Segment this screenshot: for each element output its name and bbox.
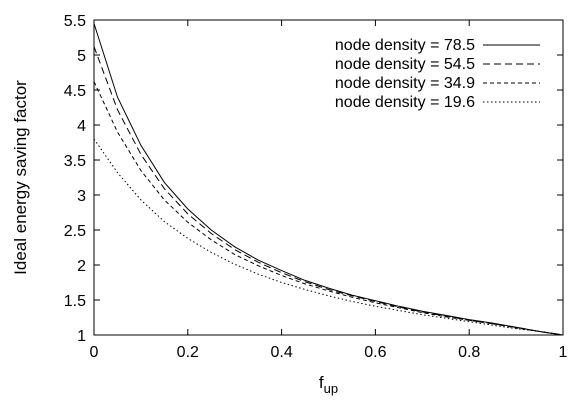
x-tick-label: 0.4 xyxy=(270,344,292,361)
x-axis-label-subscript: up xyxy=(324,381,338,396)
legend-label-4: node density = 19.6 xyxy=(335,94,475,111)
y-tick-label: 3.5 xyxy=(64,153,86,170)
series-line-1 xyxy=(93,23,564,336)
y-axis-ticks: 1 1.5 2 2.5 3 3.5 4 4.5 5 5.5 xyxy=(64,13,563,345)
x-tick-label: 0 xyxy=(90,344,99,361)
x-axis-label: fup xyxy=(319,373,338,396)
x-tick-label: 1 xyxy=(559,344,568,361)
x-tick-label: 0.2 xyxy=(177,344,199,361)
y-tick-label: 5.5 xyxy=(64,13,86,30)
y-tick-label: 2.5 xyxy=(64,223,86,240)
plot-frame xyxy=(93,19,564,336)
x-axis-ticks: 0 0.2 0.4 0.6 0.8 1 xyxy=(90,20,568,361)
y-tick-label: 1 xyxy=(77,328,86,345)
x-tick-label: 0.6 xyxy=(364,344,386,361)
series-line-3 xyxy=(93,81,564,336)
legend: node density = 78.5 node density = 54.5 no… xyxy=(335,37,540,111)
y-tick-label: 2 xyxy=(77,258,86,275)
series-line-2 xyxy=(93,46,564,336)
series-line-4 xyxy=(93,138,564,336)
y-axis-label: Ideal energy saving factor xyxy=(11,80,30,275)
x-tick-label: 0.8 xyxy=(458,344,480,361)
y-tick-label: 1.5 xyxy=(64,293,86,310)
series-lines xyxy=(93,23,564,336)
x-axis-label-main: f xyxy=(319,373,324,392)
y-tick-label: 3 xyxy=(77,188,86,205)
y-tick-label: 4.5 xyxy=(64,83,86,100)
y-tick-label: 5 xyxy=(77,48,86,65)
legend-label-2: node density = 54.5 xyxy=(335,56,475,73)
y-tick-label: 4 xyxy=(77,118,86,135)
legend-label-3: node density = 34.9 xyxy=(335,75,475,92)
legend-label-1: node density = 78.5 xyxy=(335,37,475,54)
